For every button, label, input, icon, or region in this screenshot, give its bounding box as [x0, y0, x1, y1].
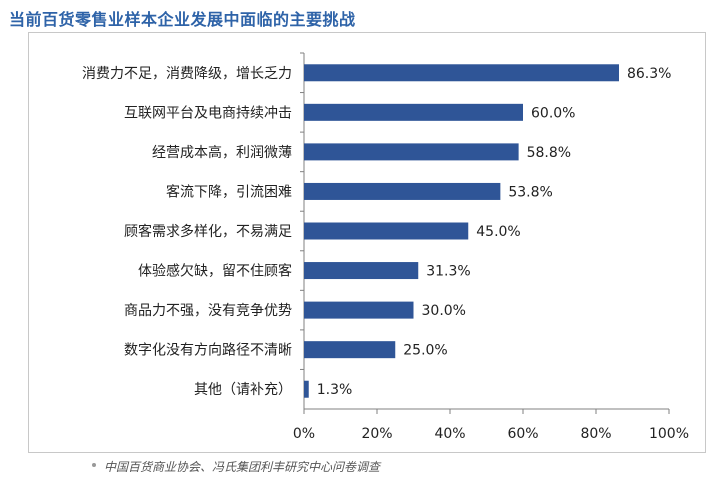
- x-tick-label: 60%: [507, 426, 538, 442]
- category-label: 客流下降，引流困难: [166, 183, 292, 200]
- source-bullet: [92, 463, 96, 467]
- x-tick-label: 0%: [293, 426, 315, 442]
- data-label: 60.0%: [531, 105, 575, 121]
- data-label: 53.8%: [508, 184, 552, 200]
- bar: [304, 103, 523, 121]
- data-label: 58.8%: [527, 145, 571, 161]
- bar: [304, 341, 396, 359]
- data-label: 30.0%: [422, 303, 466, 319]
- category-label: 顾客需求多样化，不易满足: [124, 223, 292, 240]
- bar: [304, 380, 309, 398]
- bar: [304, 222, 469, 240]
- bars-layer: 消费力不足，消费降级，增长乏力 86.3% 互联网平台及电商持续冲击 60.0% 经营成…: [82, 52, 671, 398]
- category-label: 商品力不强，没有竞争优势: [124, 302, 292, 319]
- x-tick-label: 100%: [649, 426, 689, 442]
- bar: [304, 143, 519, 161]
- chart-frame: [28, 32, 706, 453]
- bar: [304, 262, 419, 280]
- data-label: 25.0%: [403, 343, 447, 359]
- category-label: 其他（请补充）: [194, 382, 292, 398]
- category-label: 经营成本高，利润微薄: [152, 144, 292, 161]
- data-label: 1.3%: [317, 382, 353, 398]
- chart-title: 当前百货零售业样本企业发展中面临的主要挑战: [9, 10, 356, 29]
- bar: [304, 301, 414, 319]
- x-tick-label: 80%: [580, 426, 611, 442]
- x-axis-ticks: 0% 20% 40% 60% 80% 100%: [293, 409, 689, 442]
- bar: [304, 182, 501, 200]
- source-note: 中国百货商业协会、冯氏集团利丰研究中心问卷调查: [104, 460, 381, 474]
- category-label: 互联网平台及电商持续冲击: [124, 104, 292, 121]
- x-tick-label: 40%: [434, 426, 465, 442]
- data-label: 86.3%: [627, 66, 671, 82]
- category-label: 体验感欠缺，留不住顾客: [138, 263, 292, 280]
- data-label: 45.0%: [476, 224, 520, 240]
- x-tick-label: 20%: [361, 426, 392, 442]
- category-label: 消费力不足，消费降级，增长乏力: [82, 66, 292, 82]
- data-label: 31.3%: [426, 264, 470, 280]
- category-label: 数字化没有方向路径不清晰: [124, 343, 292, 359]
- bar: [304, 64, 619, 82]
